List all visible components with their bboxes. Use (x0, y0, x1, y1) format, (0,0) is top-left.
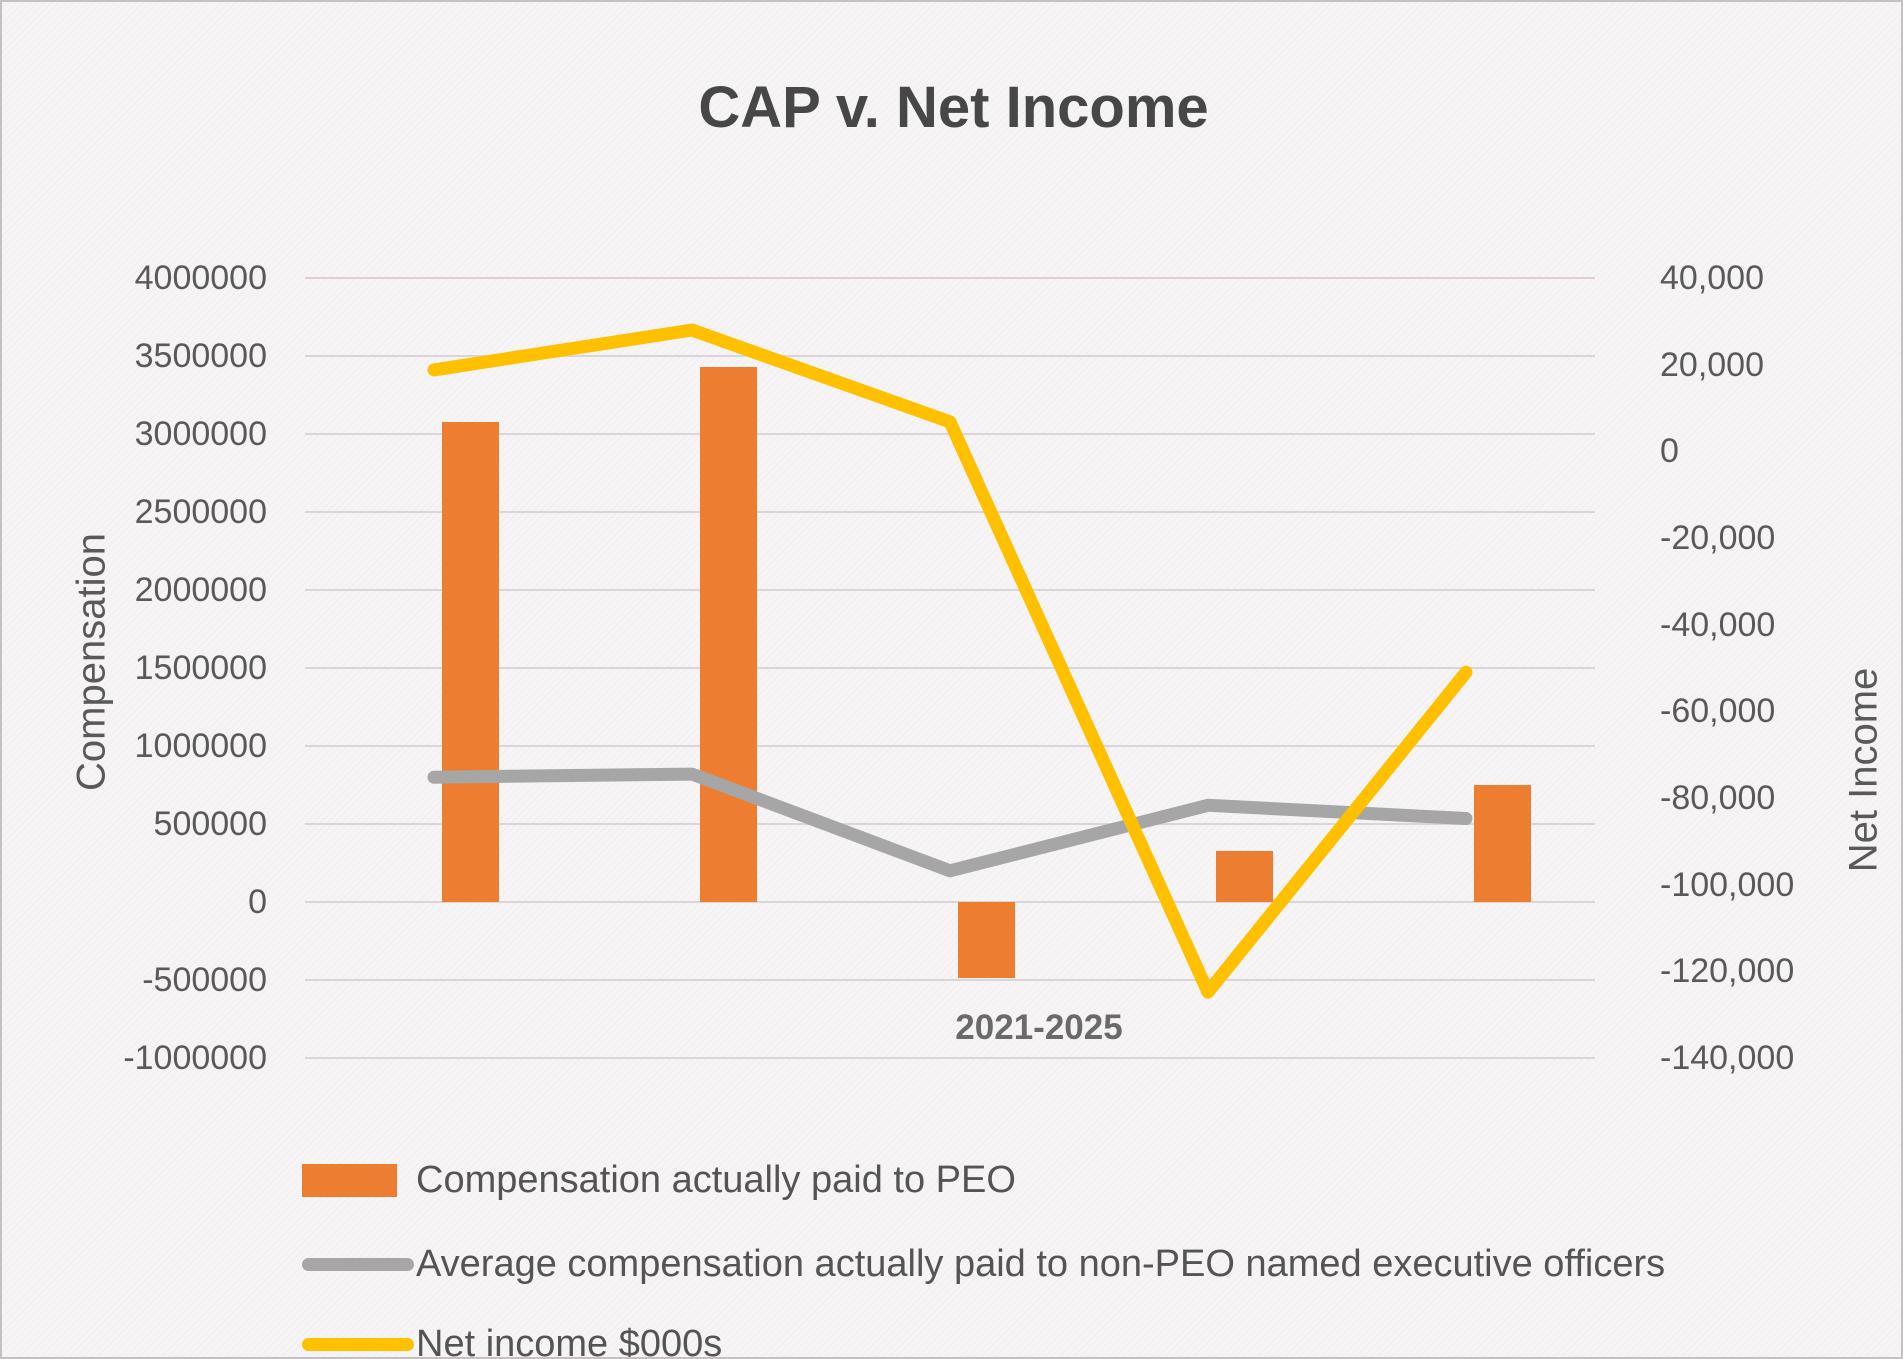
bar (958, 902, 1015, 979)
line-series-svg (427, 323, 1473, 999)
gridline (305, 511, 1595, 513)
left-axis-tick-label: 4000000 (134, 259, 267, 297)
chart-title: CAP v. Net Income (698, 75, 1209, 140)
gridline (305, 277, 1595, 279)
right-axis-tick-label: 40,000 (1660, 259, 1764, 297)
left-axis-tick-label: 0 (248, 883, 267, 921)
right-axis-tick-label: -40,000 (1660, 605, 1776, 644)
legend-key-yellow-line-swatch (302, 1337, 414, 1351)
right-axis-tick-label: 0 (1660, 432, 1679, 471)
left-axis-tick-label: 2500000 (134, 493, 267, 531)
gridline (305, 823, 1595, 825)
bar (1216, 850, 1273, 902)
right-axis-tick-label: 20,000 (1660, 345, 1764, 384)
left-axis-tick-label: 3500000 (134, 337, 267, 375)
right-axis-tick-label: -100,000 (1660, 865, 1795, 904)
right-axis-tick-label: -140,000 (1660, 1039, 1795, 1077)
gridline (305, 901, 1595, 903)
gridline (305, 745, 1595, 747)
x-axis-label: 2021-2025 (955, 1008, 1123, 1047)
avg-compensation-line (427, 767, 1473, 878)
left-axis-tick-label: 1500000 (134, 649, 267, 687)
right-axis-tick-label: -60,000 (1660, 692, 1776, 731)
legend-key-bar-swatch (302, 1163, 414, 1197)
legend-item-cap-peo: Compensation actually paid to PEO (302, 1158, 1016, 1202)
left-axis-tick-label: 3000000 (134, 415, 267, 453)
left-axis-tick-label: -500000 (142, 961, 267, 999)
net-income-line (427, 323, 1473, 999)
bar (700, 366, 757, 902)
gridline (305, 667, 1595, 669)
left-axis-tick-label: -1000000 (123, 1039, 267, 1077)
gridline (305, 1057, 1595, 1059)
left-axis-tick-label: 2000000 (134, 571, 267, 609)
gridline (305, 589, 1595, 591)
left-axis-tick-label: 500000 (153, 805, 267, 843)
legend-item-avg-non-peo: Average compensation actually paid to no… (302, 1242, 1665, 1286)
right-axis-tick-label: -20,000 (1660, 519, 1776, 557)
legend-label: Average compensation actually paid to no… (416, 1242, 1666, 1285)
bar (1474, 785, 1531, 902)
legend-label: Net income $000s (416, 1322, 723, 1359)
right-axis-tick-label: -120,000 (1660, 952, 1795, 991)
legend-label: Compensation actually paid to PEO (416, 1158, 1016, 1201)
legend-item-net-income: Net income $000s (302, 1322, 723, 1359)
gridline (305, 355, 1595, 357)
left-axis-tick-label: 1000000 (134, 727, 267, 765)
legend-key-gray-line-swatch (302, 1257, 414, 1271)
bar (442, 421, 499, 902)
plot-area (305, 277, 1595, 1059)
right-axis-tick-label: -80,000 (1660, 779, 1776, 817)
gridline (305, 979, 1595, 981)
